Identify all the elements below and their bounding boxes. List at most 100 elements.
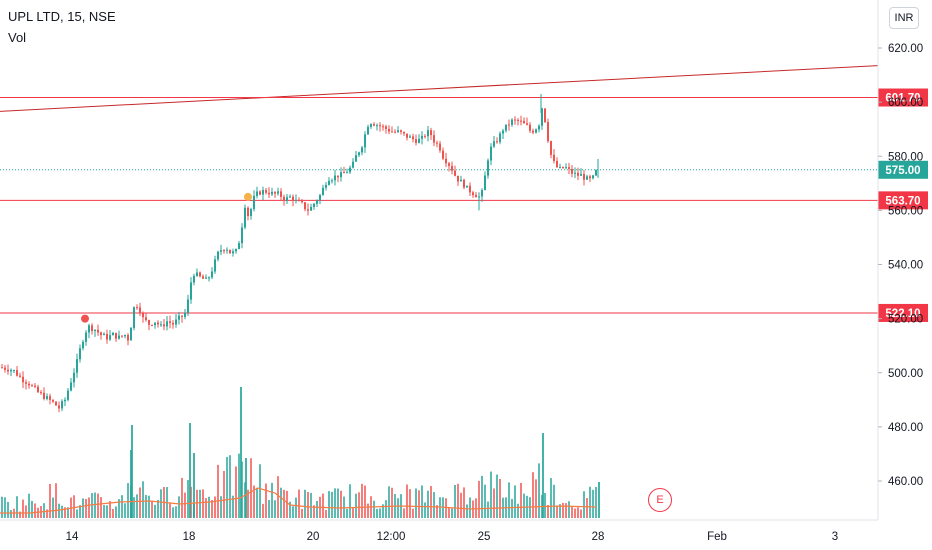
volume-bar — [331, 491, 333, 518]
candle-body — [535, 129, 537, 133]
volume-bar — [280, 487, 282, 518]
candle-body — [67, 390, 69, 400]
candle-body — [547, 122, 549, 142]
volume-bar — [235, 466, 237, 518]
candle-body — [550, 141, 552, 155]
volume-bar — [259, 464, 261, 518]
trendline-layer — [0, 65, 879, 112]
volume-bar — [514, 485, 516, 518]
buy-signal-marker[interactable] — [244, 192, 252, 201]
candle-body — [154, 322, 156, 326]
candle-body — [418, 138, 420, 143]
candle-body — [133, 307, 135, 329]
trendline[interactable] — [0, 65, 879, 112]
volume-bar — [22, 499, 24, 518]
candle-body — [55, 401, 57, 406]
volume-bar — [73, 495, 75, 518]
candle-body — [496, 141, 498, 143]
candle-body — [187, 299, 189, 313]
candle-body — [91, 325, 93, 332]
volume-bar — [542, 433, 544, 518]
symbol-title[interactable]: UPL LTD, 15, NSE — [8, 9, 116, 24]
candle-body — [37, 386, 39, 393]
candle-body — [364, 134, 366, 148]
currency-button[interactable]: INR — [889, 7, 919, 29]
candle-body — [388, 128, 390, 132]
volume-bar — [538, 463, 540, 518]
volume-bar — [76, 509, 78, 518]
volume-bar — [103, 505, 105, 518]
volume-bar — [223, 470, 225, 518]
volume-bar — [286, 490, 288, 518]
candle-body — [586, 176, 588, 180]
candle-body — [574, 172, 576, 174]
volume-legend[interactable]: Vol — [8, 30, 27, 45]
candle-body — [34, 385, 36, 387]
volume-bar — [240, 387, 242, 518]
volume-bar — [553, 484, 555, 518]
volume-bar — [271, 482, 273, 518]
volume-bar — [544, 492, 546, 518]
candle-body — [88, 325, 90, 333]
y-tick-label: 600.00 — [888, 97, 923, 109]
candle-body — [409, 136, 411, 138]
candle-body — [346, 172, 348, 174]
candle-body — [232, 251, 234, 254]
volume-bar — [445, 498, 447, 518]
candle-body — [82, 341, 84, 349]
candle-body — [64, 399, 66, 402]
candle-body — [502, 130, 504, 134]
candle-body — [292, 196, 294, 201]
volume-bar — [205, 498, 207, 518]
volume-bar — [199, 489, 201, 518]
volume-bar — [175, 506, 177, 518]
candle-body — [511, 119, 513, 125]
candle-body — [31, 385, 33, 387]
x-tick-label: 12:00 — [377, 531, 406, 543]
volume-bar — [307, 491, 309, 518]
volume-bar — [112, 508, 114, 518]
volume-bar — [31, 500, 33, 518]
candle-body — [145, 317, 147, 321]
candle-body — [424, 135, 426, 137]
candle-body — [181, 315, 183, 317]
candle-body — [451, 165, 453, 171]
volume-bar — [532, 472, 534, 518]
candle-body — [268, 192, 270, 195]
candle-body — [76, 359, 78, 373]
volume-bar — [436, 505, 438, 518]
volume-bar — [577, 507, 579, 518]
volume-bar — [325, 510, 327, 518]
sell-signal-marker[interactable] — [81, 314, 89, 323]
volume-bar — [202, 489, 204, 518]
levels-layer: 601.70 563.70 522.10 — [0, 88, 928, 322]
volume-bar — [496, 474, 498, 518]
candle-body — [148, 320, 150, 325]
volume-bar — [94, 492, 96, 518]
price-level-badge — [878, 88, 928, 107]
candle-body — [331, 180, 333, 182]
earnings-marker-icon[interactable]: E — [648, 488, 672, 512]
candle-body — [127, 334, 129, 341]
volume-bar — [598, 482, 600, 518]
volume-bar — [196, 489, 198, 518]
volume-bar — [139, 487, 141, 518]
volume-bar — [58, 503, 60, 518]
volume-bar — [250, 458, 252, 518]
volume-bar — [247, 489, 249, 518]
candle-body — [109, 335, 111, 340]
volume-bar — [451, 508, 453, 518]
candle-body — [526, 123, 528, 125]
volume-bar — [298, 489, 300, 518]
candle-body — [61, 401, 63, 409]
candle-body — [313, 203, 315, 207]
current-price-badge — [878, 160, 928, 179]
candle-body — [358, 152, 360, 156]
candle-body — [202, 276, 204, 279]
volume-bar — [583, 491, 585, 518]
candle-body — [307, 209, 309, 211]
candle-body — [241, 227, 243, 244]
volume-bar — [391, 487, 393, 518]
volume-bar — [358, 492, 360, 518]
